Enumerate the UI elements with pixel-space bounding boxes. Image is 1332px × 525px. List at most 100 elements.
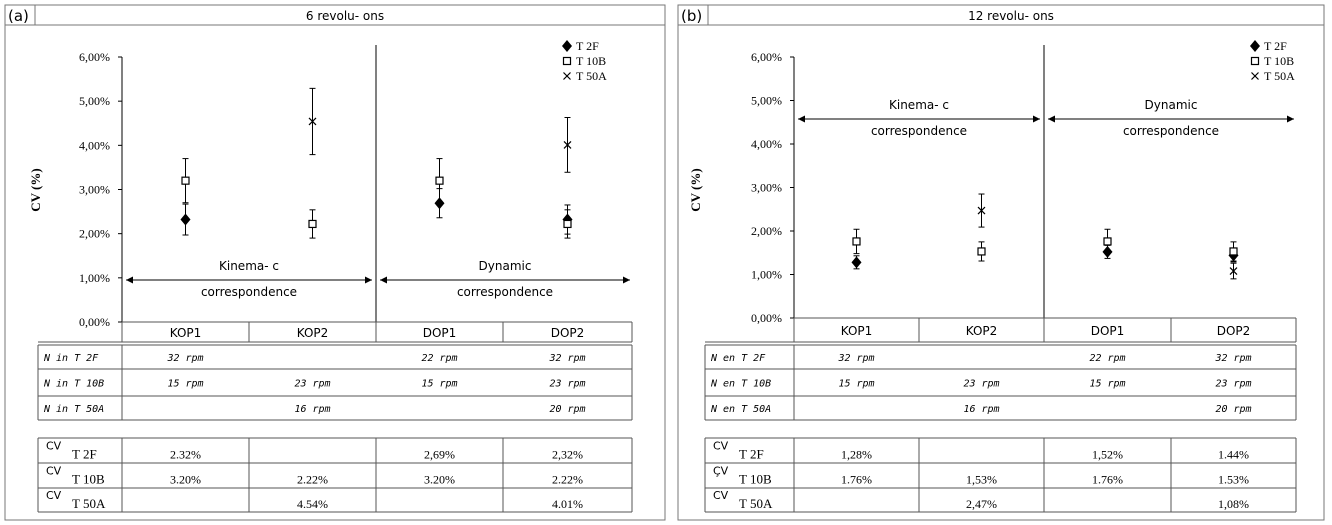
- legend-label: T 50A: [1264, 69, 1295, 83]
- y-tick-label: 1,00%: [751, 268, 782, 282]
- n-cell: 23 rpm: [1215, 379, 1251, 390]
- y-axis-label: CV (%): [688, 168, 703, 211]
- y-tick-label: 4,00%: [751, 137, 782, 151]
- n-cell: 20 rpm: [1215, 404, 1251, 415]
- y-tick-label: 5,00%: [751, 94, 782, 108]
- cv-cell: 1.53%: [1218, 473, 1249, 487]
- x-category-label: DOP1: [423, 326, 457, 340]
- n-cell: 23 rpm: [294, 379, 330, 390]
- data-point-x-stroke-2: [1229, 267, 1238, 275]
- data-table: KOP1 KOP2 DOP1 DOP2 N in T 2F 32 rpm 22 rpm 32 …: [37, 321, 633, 513]
- legend-label: T 10B: [1264, 54, 1294, 68]
- data-point-x: [308, 117, 317, 126]
- data-table: KOP1 KOP2 DOP1 DOP2 N en T 2F 32 rpm 22 rpm 32 …: [704, 317, 1297, 513]
- panel-label: (b): [681, 7, 702, 25]
- data-point-x-stroke-2: [977, 206, 986, 215]
- y-tick-label: 5,00%: [79, 94, 110, 108]
- n-cell: 32 rpm: [166, 353, 203, 364]
- y-tick-label: 0,00%: [79, 315, 110, 329]
- panel-label: (a): [8, 7, 29, 25]
- y-tick-label: 4,00%: [79, 138, 110, 152]
- legend-marker-stroke-2: [563, 72, 571, 80]
- legend-marker: [562, 40, 572, 52]
- cv-row-label: T 2F: [739, 447, 764, 462]
- panel-label-box: [4, 4, 36, 26]
- n-cell: 23 rpm: [963, 379, 999, 390]
- panel-label-box: [677, 4, 709, 26]
- cv-cell: 1,52%: [1092, 448, 1123, 462]
- n-row-label: N en T 10B: [710, 379, 771, 390]
- arrow-head-right: [1033, 115, 1040, 123]
- annotation-line1: Dynamic: [1145, 98, 1198, 112]
- arrow-head-right: [1287, 115, 1294, 123]
- y-tick-label: 2,00%: [79, 227, 110, 241]
- legend-marker: [1251, 72, 1259, 80]
- cv-cell: 3.20%: [424, 473, 455, 487]
- data-point-square: [852, 237, 861, 246]
- legend-marker-stroke-2: [1251, 72, 1259, 80]
- y-tick-label: 1,00%: [79, 271, 110, 285]
- annotation-line2: correspondence: [871, 124, 967, 138]
- arrow-head-left: [1048, 115, 1055, 123]
- panel-frame: [4, 4, 666, 521]
- y-tick-label: 3,00%: [751, 181, 782, 195]
- y-tick-label: 2,00%: [751, 224, 782, 238]
- arrow-head-left: [126, 276, 133, 284]
- n-row-label: N in T 10B: [43, 379, 104, 390]
- n-cell: 22 rpm: [1089, 353, 1125, 364]
- n-cell: 23 rpm: [549, 379, 585, 390]
- arrow-head-left: [380, 276, 387, 284]
- arrow-head-left: [798, 115, 805, 123]
- x-category-label: DOP2: [1217, 324, 1251, 338]
- chart-title: 12 revolu- ons: [968, 9, 1054, 23]
- cv-row-label: T 2F: [72, 447, 97, 462]
- legend-label: T 10B: [576, 54, 606, 68]
- chart-panel-a: (a) 6 revolu- ons 0,00% 1,00% 2,00% 3,00% 4,00…: [4, 4, 666, 521]
- legend-label: T 50A: [576, 69, 607, 83]
- legend-marker: [1250, 56, 1260, 66]
- legend-label: T 2F: [576, 39, 599, 53]
- arrow-head-right: [623, 276, 630, 284]
- cv-cell: 1,53%: [966, 473, 997, 487]
- y-tick-label: 6,00%: [751, 50, 782, 64]
- chart-title: 6 revolu- ons: [306, 9, 384, 23]
- data-point-x: [977, 206, 986, 215]
- cv-cell: 1,08%: [1218, 497, 1249, 511]
- data-point-square: [181, 176, 190, 185]
- n-row-label: N in T 50A: [43, 404, 104, 415]
- x-category-label: KOP2: [297, 326, 329, 340]
- n-row-label: N en T 2F: [710, 353, 766, 364]
- y-tick-label: 3,00%: [79, 183, 110, 197]
- cv-cell: 3.20%: [170, 473, 201, 487]
- x-category-label: DOP2: [551, 326, 585, 340]
- data-point-square: [1229, 247, 1238, 256]
- n-cell: 20 rpm: [549, 404, 585, 415]
- n-cell: 16 rpm: [294, 404, 330, 415]
- cv-cell: 4.01%: [552, 497, 583, 511]
- cv-row-prefix: CV: [46, 465, 62, 478]
- data-point-x: [1229, 267, 1238, 275]
- n-cell: 32 rpm: [1214, 353, 1251, 364]
- legend-marker: [563, 72, 571, 80]
- n-cell: 15 rpm: [1089, 379, 1125, 390]
- x-category-label: KOP1: [170, 326, 202, 340]
- n-cell: 32 rpm: [548, 353, 585, 364]
- data-point-x-stroke-2: [563, 140, 572, 149]
- annotation-line1: Kinema- c: [889, 98, 949, 112]
- legend-marker: [562, 56, 572, 66]
- data-point-square: [563, 219, 572, 229]
- cv-row-prefix: CV: [46, 440, 62, 453]
- cv-cell: 1.44%: [1218, 448, 1249, 462]
- x-category-label: KOP2: [966, 324, 998, 338]
- cv-row-prefix: CV: [46, 489, 62, 502]
- chart-panel-b: (b) 12 revolu- ons 0,00% 1,00% 2,00% 3,00% 4,0…: [677, 4, 1325, 521]
- annotation-line1: Dynamic: [479, 259, 532, 273]
- n-cell: 15 rpm: [838, 379, 874, 390]
- annotation-line2: correspondence: [1123, 124, 1219, 138]
- legend-label: T 2F: [1264, 39, 1287, 53]
- cv-cell: 1.76%: [1092, 473, 1123, 487]
- cv-cell: 2.22%: [297, 473, 328, 487]
- panel-frame: [677, 4, 1325, 521]
- y-axis-label: CV (%): [28, 168, 43, 211]
